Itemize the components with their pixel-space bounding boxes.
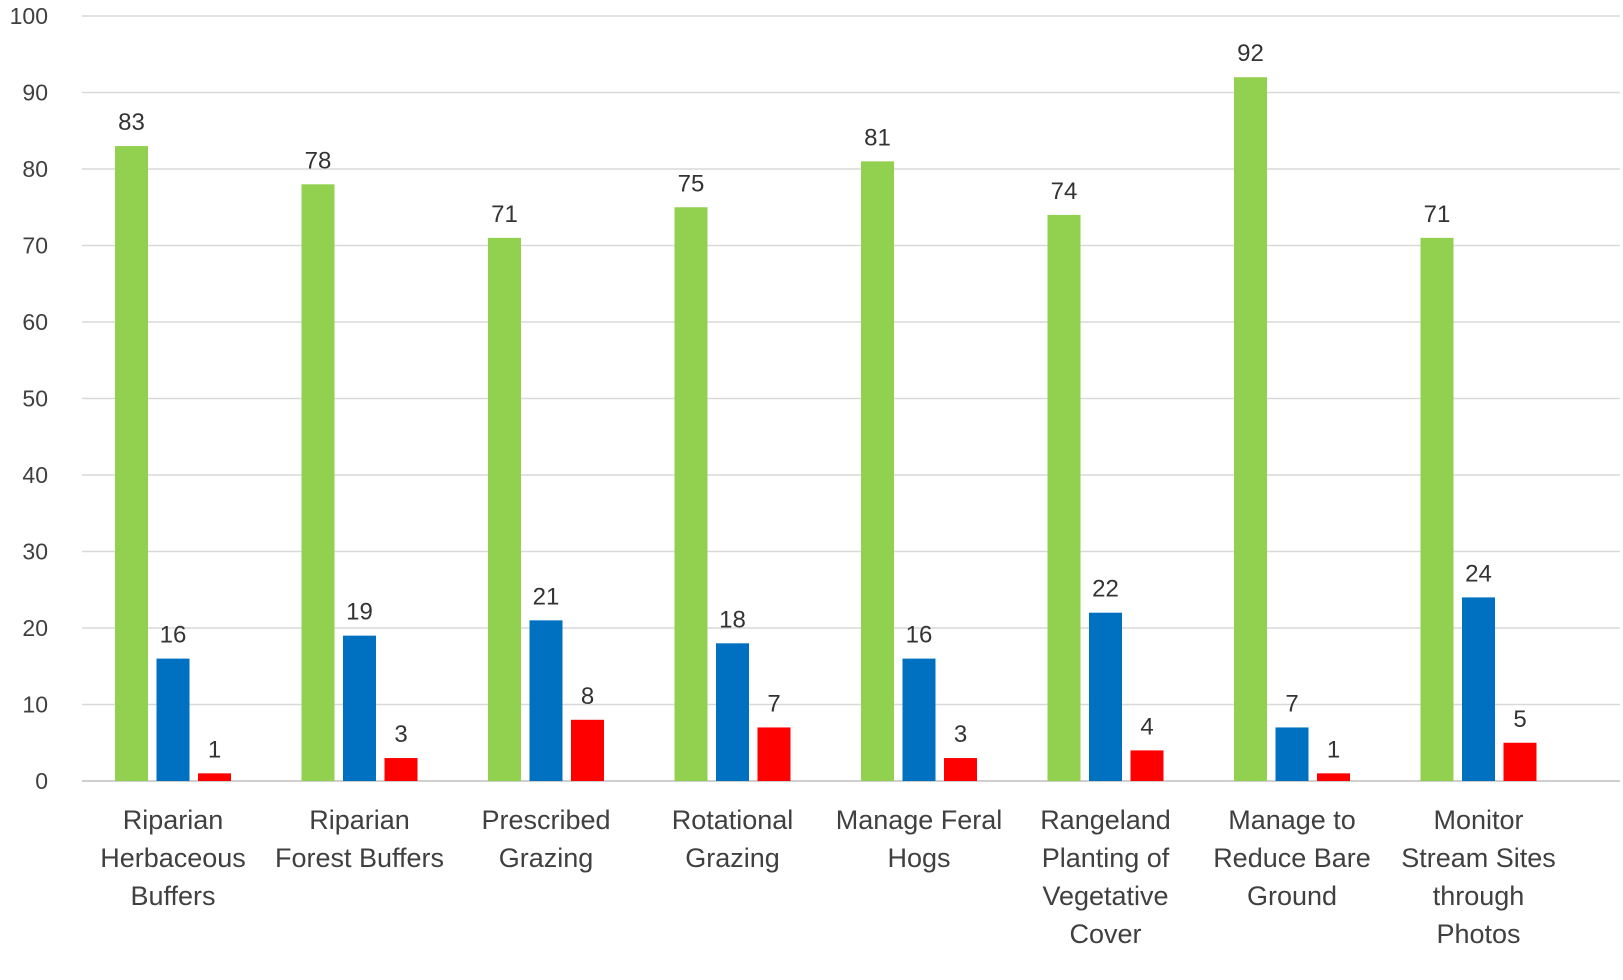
data-label: 71 — [491, 201, 518, 228]
bar-series3-cat1 — [198, 773, 231, 781]
bar-series3-cat6 — [1130, 750, 1164, 781]
data-label: 3 — [394, 721, 407, 748]
data-label: 16 — [160, 622, 187, 649]
y-tick-label: 90 — [22, 80, 48, 106]
category-label-line: Grazing — [685, 843, 780, 873]
y-tick-label: 50 — [22, 386, 48, 412]
category-label-line: Stream Sites — [1401, 843, 1556, 873]
data-label: 7 — [767, 690, 780, 717]
category-label-line: Hogs — [887, 843, 950, 873]
data-label: 5 — [1513, 706, 1526, 733]
bars — [115, 77, 1537, 782]
data-label: 22 — [1092, 576, 1119, 603]
bar-series3-cat8 — [1503, 742, 1537, 781]
data-label: 74 — [1051, 178, 1078, 205]
category-label-line: Grazing — [499, 843, 594, 873]
category-label-line: Prescribed — [481, 805, 610, 835]
y-tick-label: 70 — [22, 233, 48, 259]
y-tick-label: 20 — [22, 615, 48, 641]
category-label-line: through — [1433, 881, 1525, 911]
data-label: 7 — [1285, 690, 1298, 717]
bar-series2-cat1 — [156, 658, 190, 781]
bar-series1-cat1 — [115, 146, 148, 782]
y-tick-label: 80 — [22, 156, 48, 182]
data-label: 81 — [864, 124, 891, 151]
bar-series1-cat5 — [861, 161, 894, 782]
data-label: 18 — [719, 606, 746, 633]
bar-series1-cat6 — [1047, 214, 1081, 781]
category-label-line: Photos — [1436, 919, 1520, 949]
bar-series2-cat7 — [1275, 727, 1309, 781]
data-label: 83 — [118, 109, 145, 136]
bar-series1-cat7 — [1234, 77, 1267, 781]
bar-series3-cat4 — [757, 727, 791, 781]
data-label: 71 — [1424, 201, 1451, 228]
x-axis-categories: Riparian Herbaceous Buffers Riparian Forest … — [100, 805, 1556, 949]
category-label-line: Forest Buffers — [275, 843, 444, 873]
bar-series2-cat6 — [1089, 612, 1122, 781]
category-label-line: Rotational — [672, 805, 794, 835]
data-label: 8 — [581, 683, 594, 710]
bar-series3-cat2 — [384, 758, 418, 781]
category-label-line: Manage to — [1228, 805, 1356, 835]
category-label-line: Riparian — [309, 805, 410, 835]
data-label: 16 — [906, 622, 933, 649]
bar-series1-cat4 — [674, 207, 708, 781]
bar-series1-cat8 — [1420, 237, 1454, 782]
category-label-line: Cover — [1069, 919, 1141, 949]
data-label: 19 — [346, 599, 373, 626]
category-label-line: Herbaceous — [100, 843, 246, 873]
bar-series2-cat5 — [902, 658, 936, 781]
category-label-line: Buffers — [130, 881, 215, 911]
data-label: 1 — [1327, 736, 1340, 763]
category-label-line: Riparian — [123, 805, 224, 835]
y-tick-label: 30 — [22, 539, 48, 565]
category-label-line: Manage Feral — [836, 805, 1003, 835]
y-tick-label: 10 — [22, 692, 48, 718]
data-label: 3 — [954, 721, 967, 748]
bar-series1-cat2 — [301, 184, 335, 782]
category-label-line: Monitor — [1433, 805, 1523, 835]
bar-series2-cat8 — [1462, 597, 1495, 781]
y-axis-ticks: 0 10 20 30 40 50 60 70 80 90 100 — [10, 3, 48, 794]
bar-series1-cat3 — [488, 237, 521, 782]
data-label: 24 — [1465, 560, 1492, 587]
data-label: 1 — [208, 736, 221, 763]
data-label: 78 — [305, 147, 332, 174]
bar-series3-cat3 — [571, 719, 604, 781]
bar-series3-cat7 — [1317, 773, 1350, 781]
y-tick-label: 100 — [10, 3, 48, 29]
bar-series2-cat4 — [716, 643, 749, 781]
bar-series2-cat2 — [343, 635, 376, 781]
category-label-line: Vegetative — [1042, 881, 1168, 911]
data-label: 75 — [678, 170, 705, 197]
y-tick-label: 0 — [35, 768, 48, 794]
data-label: 4 — [1140, 713, 1153, 740]
category-label-line: Rangeland — [1040, 805, 1171, 835]
gridlines — [82, 15, 1620, 782]
y-tick-label: 60 — [22, 309, 48, 335]
category-label-line: Reduce Bare — [1213, 843, 1371, 873]
bar-series2-cat3 — [529, 620, 563, 781]
data-label: 21 — [533, 583, 560, 610]
y-tick-label: 40 — [22, 462, 48, 488]
bar-series3-cat5 — [944, 758, 977, 781]
data-label: 92 — [1237, 40, 1264, 67]
category-label-line: Ground — [1247, 881, 1337, 911]
category-label-line: Planting of — [1042, 843, 1170, 873]
